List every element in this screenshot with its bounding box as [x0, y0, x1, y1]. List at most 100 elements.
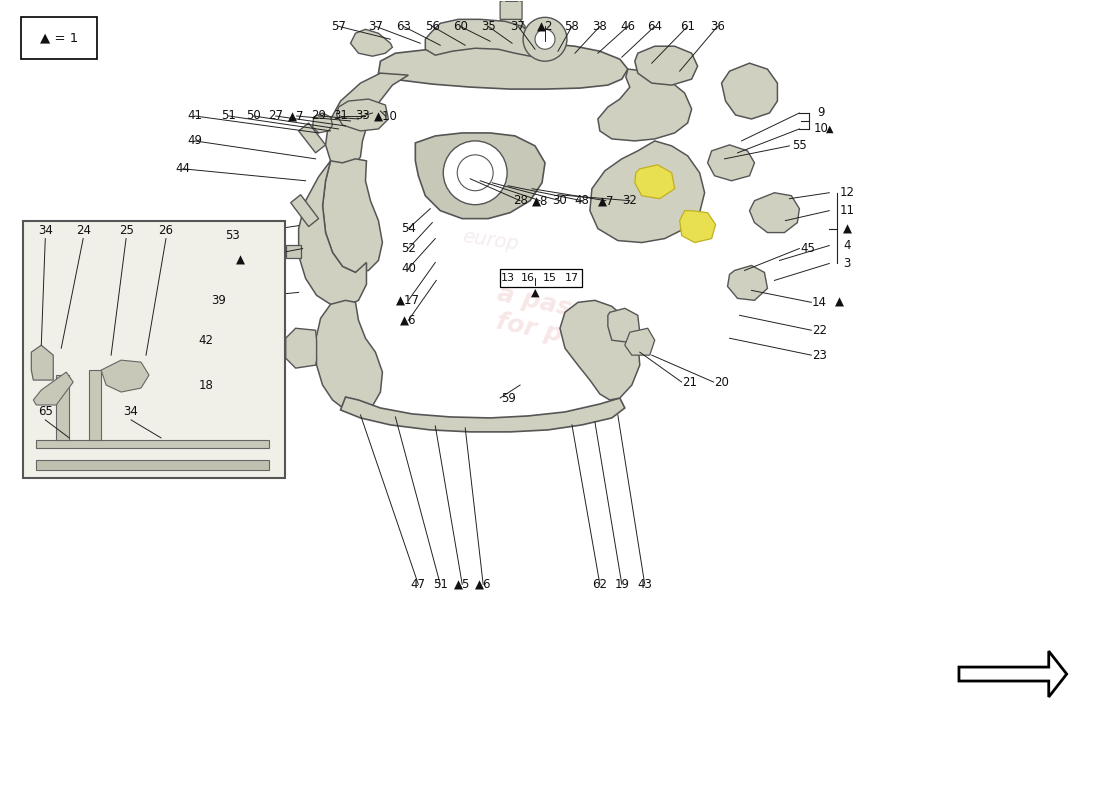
Bar: [21, 18, 97, 59]
Polygon shape: [378, 43, 628, 89]
Polygon shape: [286, 245, 300, 258]
Bar: [23, 221, 285, 478]
Text: ▲: ▲: [843, 222, 851, 235]
Text: ▲ = 1: ▲ = 1: [40, 32, 78, 45]
Text: ▲5: ▲5: [454, 578, 471, 591]
Text: ▲: ▲: [531, 287, 539, 298]
Text: 37: 37: [510, 20, 526, 33]
Text: ▲6: ▲6: [475, 578, 492, 591]
Polygon shape: [341, 397, 625, 432]
Polygon shape: [635, 165, 674, 198]
Polygon shape: [337, 99, 388, 131]
Text: 44: 44: [175, 162, 190, 175]
Text: 53: 53: [226, 229, 240, 242]
Text: a passion
for parts: a passion for parts: [490, 281, 630, 359]
Polygon shape: [312, 113, 332, 133]
Text: 22: 22: [812, 324, 827, 337]
Text: 21: 21: [682, 375, 697, 389]
Polygon shape: [56, 375, 69, 440]
Text: ▲8: ▲8: [531, 194, 548, 207]
Text: 26: 26: [158, 224, 174, 237]
Text: 17: 17: [565, 274, 579, 283]
Polygon shape: [598, 69, 692, 141]
Polygon shape: [286, 328, 317, 368]
Polygon shape: [298, 123, 326, 153]
Text: ▲: ▲: [835, 296, 844, 309]
Text: 47: 47: [410, 578, 426, 591]
Text: ▲10: ▲10: [374, 110, 397, 122]
Text: 41: 41: [187, 110, 202, 122]
Text: 16: 16: [521, 274, 535, 283]
Polygon shape: [416, 133, 544, 218]
Text: 54: 54: [400, 222, 416, 235]
Polygon shape: [36, 460, 268, 470]
Text: 12: 12: [839, 186, 855, 199]
Text: 4: 4: [844, 239, 851, 252]
Bar: [500, 270, 582, 287]
Text: 18: 18: [198, 378, 213, 391]
Text: 62: 62: [593, 578, 607, 591]
Text: 63: 63: [396, 20, 410, 33]
Text: 34: 34: [37, 224, 53, 237]
Text: 35: 35: [481, 20, 495, 33]
Text: 9: 9: [817, 106, 825, 119]
Circle shape: [535, 30, 556, 50]
Polygon shape: [326, 73, 408, 169]
Text: europ: europ: [461, 227, 519, 254]
Text: 43: 43: [637, 578, 652, 591]
Text: 30: 30: [552, 194, 568, 207]
Polygon shape: [31, 345, 53, 380]
Text: 19: 19: [614, 578, 629, 591]
Polygon shape: [89, 370, 101, 440]
Polygon shape: [625, 328, 654, 355]
Polygon shape: [749, 193, 800, 233]
Text: 40: 40: [400, 262, 416, 275]
Text: 58: 58: [564, 20, 580, 33]
Polygon shape: [290, 194, 319, 226]
Text: 42: 42: [198, 334, 213, 346]
Text: 29: 29: [311, 110, 326, 122]
Polygon shape: [351, 30, 393, 56]
Text: 46: 46: [620, 20, 636, 33]
Text: 14: 14: [812, 296, 827, 309]
Circle shape: [443, 141, 507, 205]
Text: 33: 33: [355, 110, 370, 122]
Text: 55: 55: [792, 139, 806, 152]
Polygon shape: [36, 440, 268, 448]
Polygon shape: [298, 161, 366, 306]
Text: 64: 64: [647, 20, 662, 33]
Text: 34: 34: [123, 406, 139, 418]
Text: ▲2: ▲2: [537, 20, 553, 33]
Text: 11: 11: [839, 204, 855, 217]
Polygon shape: [680, 210, 716, 242]
Text: 24: 24: [76, 224, 90, 237]
Text: 20: 20: [714, 375, 729, 389]
Polygon shape: [500, 0, 522, 19]
Text: ▲6: ▲6: [400, 314, 417, 326]
Text: 50: 50: [246, 110, 261, 122]
Text: 23: 23: [812, 349, 827, 362]
Text: 59: 59: [500, 391, 516, 405]
Text: 56: 56: [425, 20, 440, 33]
Text: 27: 27: [268, 110, 283, 122]
Text: ▲7: ▲7: [288, 110, 305, 122]
Polygon shape: [635, 46, 697, 85]
Circle shape: [524, 18, 567, 61]
Text: ▲: ▲: [825, 124, 833, 134]
Text: 28: 28: [513, 194, 528, 207]
Text: 39: 39: [211, 294, 227, 307]
Polygon shape: [316, 300, 383, 412]
Polygon shape: [959, 651, 1067, 697]
Polygon shape: [707, 145, 755, 181]
Text: 10: 10: [814, 122, 828, 135]
Polygon shape: [426, 19, 540, 56]
Polygon shape: [560, 300, 640, 400]
Text: 38: 38: [593, 20, 607, 33]
Text: 51: 51: [221, 110, 236, 122]
Text: 51: 51: [432, 578, 448, 591]
Text: 3: 3: [844, 257, 851, 270]
Text: ▲17: ▲17: [396, 294, 420, 307]
Text: 31: 31: [333, 110, 348, 122]
Polygon shape: [101, 360, 148, 392]
Text: 45: 45: [800, 242, 815, 255]
